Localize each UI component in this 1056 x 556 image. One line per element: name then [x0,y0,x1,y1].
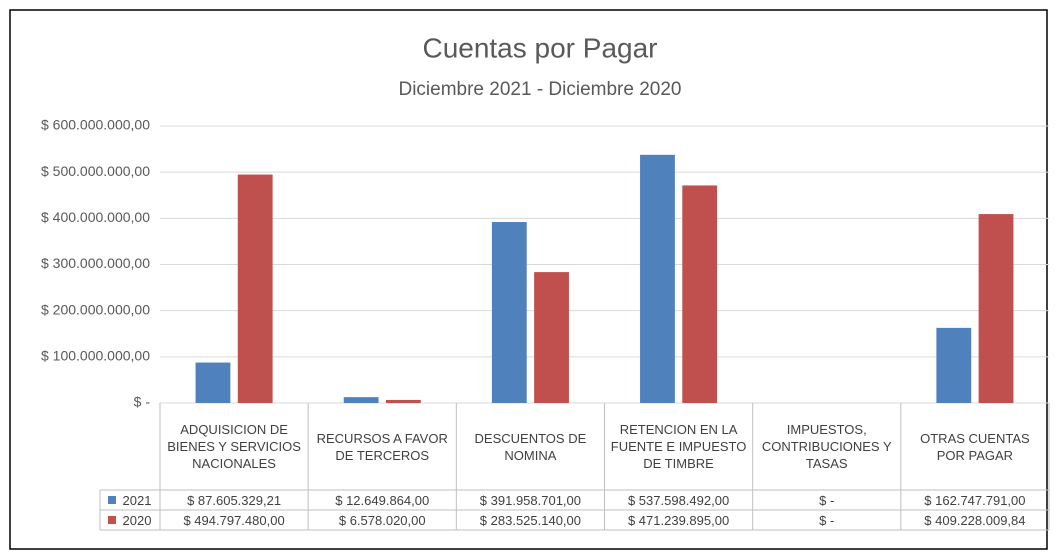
y-tick-label: $ 500.000.000,00 [41,163,150,179]
table-value: $ 471.239.895,00 [627,512,730,528]
bar [978,214,1014,403]
category-label: RECURSOS A FAVOR DE TERCEROS [316,430,448,463]
table-value: $ 537.598.492,00 [627,492,730,508]
bar [195,362,231,403]
y-tick-label: $ 100.000.000,00 [41,348,150,364]
legend-swatch [108,496,116,504]
bar [534,272,569,403]
y-tick-label: $ 300.000.000,00 [41,255,150,271]
table-value: $ 6.578.020,00 [338,512,426,528]
bar [385,399,421,403]
bar [936,327,972,403]
bar [343,397,379,403]
table-value: $ 12.649.864,00 [335,492,430,508]
bar [682,185,718,403]
category-label: ADQUISICION DE BIENES Y SERVICIOS NACION… [167,422,301,471]
legend-swatch [108,516,116,524]
bar [237,174,273,403]
category-label: IMPUESTOS, CONTRIBUCIONES Y TASAS [761,422,892,471]
category-label: RETENCION EN LA FUENTE E IMPUESTO DE TIM… [610,422,747,471]
table-value: $ - [819,492,835,508]
category-label: OTRAS CUENTAS POR PAGAR [920,430,1030,463]
legend-label: 2020 [122,512,152,528]
y-tick-label: $ 600.000.000,00 [41,117,150,133]
table-value: $ 409.228.009,84 [924,512,1026,528]
table-value: $ 283.525.140,00 [479,512,582,528]
table-value: $ 391.958.701,00 [479,492,582,508]
legend-label: 2021 [122,492,152,508]
bar [491,222,527,403]
y-tick-label: $ - [134,394,151,410]
table-value: $ 494.797.480,00 [183,512,285,528]
chart-border [9,9,1048,550]
chart-title: Cuentas por Pagar [422,32,657,63]
y-tick-label: $ 400.000.000,00 [41,209,150,225]
bar [640,154,675,403]
chart-subtitle: Diciembre 2021 - Diciembre 2020 [398,79,681,100]
table-value: $ 87.605.329,21 [187,492,282,508]
table-value: $ 162.747.791,00 [924,492,1026,508]
y-tick-label: $ 200.000.000,00 [41,301,150,317]
table-value: $ - [819,512,835,528]
category-label: DESCUENTOS DE NOMINA [474,430,587,463]
